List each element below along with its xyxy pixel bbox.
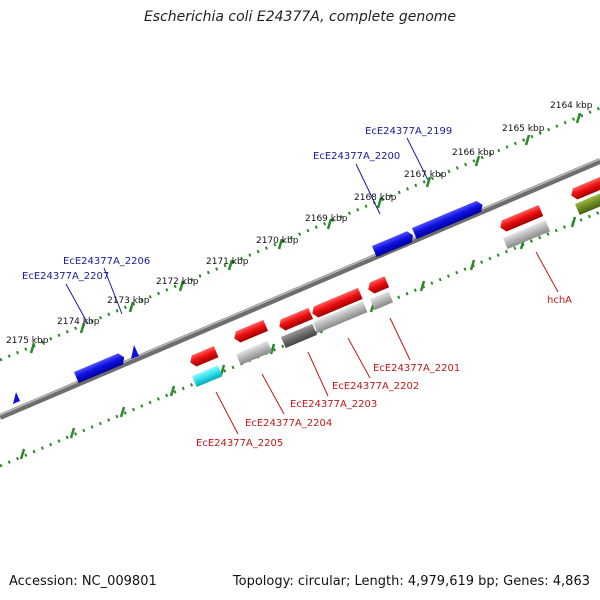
gene-label: EcE24377A_2200 xyxy=(313,151,400,162)
scale-label: 2170 kbp xyxy=(256,236,299,246)
gene-label: EcE24377A_2207 xyxy=(22,271,109,282)
gene-arrow-reverse xyxy=(234,319,268,343)
forward-gene-marker xyxy=(131,345,139,359)
genome-backbone xyxy=(0,158,600,420)
major-ticks xyxy=(19,112,582,460)
scale-label: 2175 kbp xyxy=(6,336,49,346)
gene-arrow-forward xyxy=(412,200,483,240)
gene-arrow-reverse xyxy=(312,287,363,318)
feature-bar-grey xyxy=(313,301,368,334)
gene-label: EcE24377A_2206 xyxy=(63,256,150,267)
feature-bar-grey xyxy=(503,220,551,250)
scale-label: 2166 kbp xyxy=(452,148,495,158)
gene-label: EcE24377A_2205 xyxy=(196,438,283,449)
gene-arrow-reverse xyxy=(190,346,219,367)
map-title: Escherichia coli E24377A, complete genom… xyxy=(143,9,457,25)
scale-label: 2165 kbp xyxy=(502,124,545,134)
forward-gene-labels: EcE24377A_2199 EcE24377A_2200 EcE24377A_… xyxy=(22,126,452,282)
feature-bar-cyan xyxy=(192,365,223,388)
feature-bar-grey xyxy=(236,340,272,366)
gene-arrow-forward xyxy=(74,353,125,384)
feature-bar-olive xyxy=(575,188,600,216)
gene-arrow-reverse xyxy=(279,307,313,331)
outer-scale-ring xyxy=(0,106,600,362)
scale-labels: 2164 kbp 2165 kbp 2166 kbp 2167 kbp 2168… xyxy=(6,101,593,346)
gene-label: EcE24377A_2201 xyxy=(373,363,460,374)
scale-label: 2167 kbp xyxy=(404,170,447,180)
scale-label: 2174 kbp xyxy=(57,317,100,327)
reverse-gene-labels: hchA EcE24377A_2201 EcE24377A_2202 EcE24… xyxy=(196,295,572,449)
topology-summary: Topology: circular; Length: 4,979,619 bp… xyxy=(232,574,590,589)
scale-label: 2164 kbp xyxy=(550,101,593,111)
gene-arrow-reverse xyxy=(571,174,600,200)
gene-label: EcE24377A_2204 xyxy=(245,418,332,429)
reverse-genes xyxy=(190,174,600,367)
feature-bar-grey xyxy=(370,291,394,311)
gene-label: EcE24377A_2203 xyxy=(290,399,377,410)
gene-label: EcE24377A_2202 xyxy=(332,381,419,392)
gene-arrow-forward xyxy=(372,231,414,258)
gene-arrow-reverse xyxy=(368,276,390,294)
gene-arrow-reverse xyxy=(500,204,544,232)
forward-genes xyxy=(74,200,483,384)
scale-label: 2172 kbp xyxy=(156,277,199,287)
accession-label: Accession: NC_009801 xyxy=(9,574,157,589)
scale-label: 2171 kbp xyxy=(206,257,249,267)
gene-label: EcE24377A_2199 xyxy=(365,126,452,137)
scale-label: 2168 kbp xyxy=(354,193,397,203)
gene-label: hchA xyxy=(547,295,572,306)
feature-bars xyxy=(192,188,600,388)
label-leader-lines xyxy=(65,137,559,435)
forward-gene-marker xyxy=(13,392,20,404)
scale-label: 2169 kbp xyxy=(305,214,348,224)
scale-label: 2173 kbp xyxy=(107,296,150,306)
feature-bar-dark xyxy=(281,323,317,349)
